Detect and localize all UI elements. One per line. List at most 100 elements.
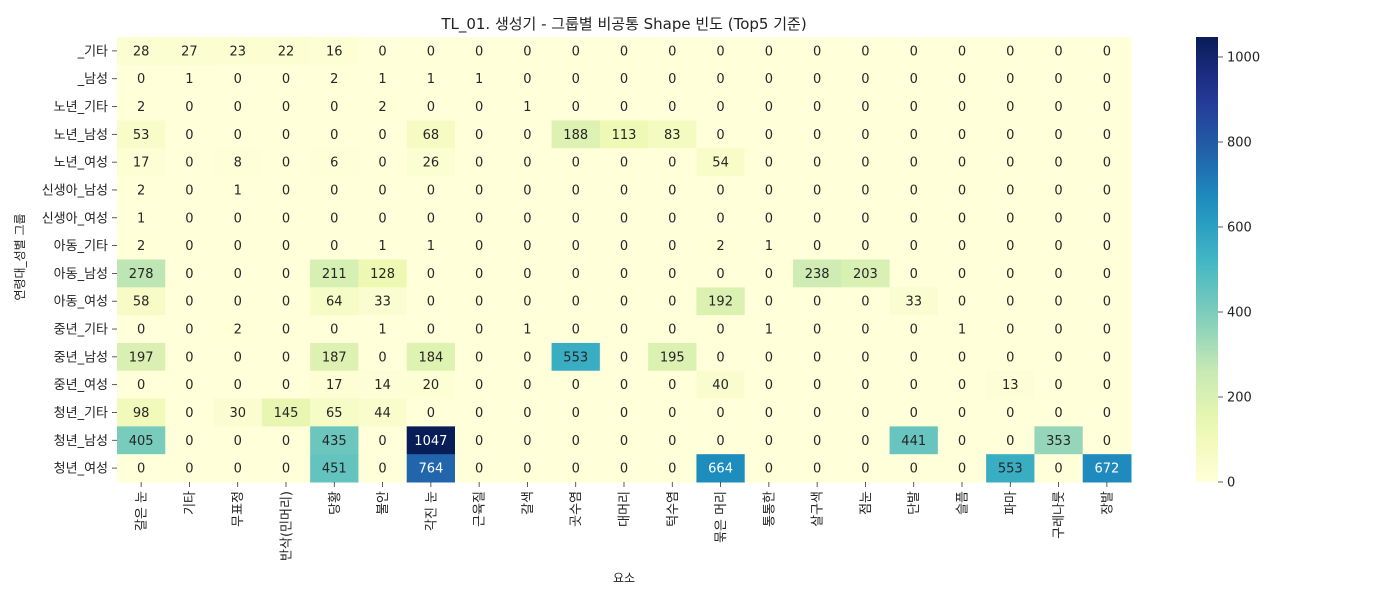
- heatmap-cell: [213, 92, 263, 121]
- cell-value-label: 0: [1103, 267, 1111, 282]
- cell-value-label: 0: [620, 406, 628, 421]
- cell-value-label: 0: [1103, 211, 1111, 226]
- heatmap-cell: [793, 259, 842, 288]
- heatmap-cell: [358, 203, 408, 233]
- cell-value-label: 0: [523, 350, 531, 365]
- row-label: 중년_남성: [54, 350, 108, 365]
- heatmap-cell: [986, 120, 1035, 149]
- colorbar-tick-label: 0: [1227, 476, 1235, 491]
- cell-value-label: 0: [572, 211, 580, 226]
- heatmap-cell: [793, 287, 842, 316]
- heatmap-cell: [455, 287, 504, 316]
- cell-value-label: 0: [475, 156, 483, 171]
- cell-value-label: 1: [958, 323, 966, 338]
- cell-value-label: 0: [475, 128, 483, 143]
- heatmap-cell: [213, 148, 263, 177]
- heatmap-cell: [793, 398, 842, 427]
- heatmap-cell: [455, 398, 504, 427]
- heatmap-cell: [117, 64, 166, 94]
- heatmap-cell: [1082, 398, 1132, 427]
- cell-value-label: 0: [910, 239, 918, 254]
- heatmap-cell: [117, 148, 166, 177]
- heatmap-cell: [1082, 203, 1132, 233]
- heatmap-cell: [117, 287, 166, 316]
- heatmap-cell: [406, 259, 456, 288]
- cell-value-label: 0: [765, 434, 773, 449]
- heatmap-cell: [165, 148, 215, 177]
- row-label: 청년_여성: [54, 462, 108, 477]
- cell-value-label: 0: [475, 267, 483, 282]
- cell-value-label: 1: [475, 72, 483, 87]
- cell-value-label: 1: [378, 239, 386, 254]
- cell-value-label: 0: [1054, 295, 1062, 310]
- heatmap-cell: [648, 176, 697, 205]
- column-label: 살구색: [811, 491, 826, 527]
- cell-value-label: 0: [137, 378, 145, 393]
- column-labels: 갈은 눈 기타 무표정 반삭(민머리) 당황 불안 각진 눈 근육질 갈색 곳수염 대머리 턱수염 묶은…: [135, 482, 1115, 561]
- cell-value-label: 0: [861, 462, 869, 477]
- heatmap-cell: [358, 398, 408, 427]
- heatmap-cell: [889, 342, 939, 372]
- heatmap-cell: [1082, 148, 1132, 177]
- cell-value-label: 0: [958, 239, 966, 254]
- cell-value-label: 0: [910, 406, 918, 421]
- cell-value-label: 0: [813, 44, 821, 59]
- cell-value-label: 0: [716, 183, 724, 198]
- heatmap-cell: [455, 92, 504, 121]
- heatmap-cell: [648, 64, 697, 94]
- cell-value-label: 0: [1054, 211, 1062, 226]
- heatmap-cell: [889, 231, 939, 260]
- cell-value-label: 0: [185, 211, 193, 226]
- cell-value-label: 0: [523, 156, 531, 171]
- cell-value-label: 58: [133, 295, 150, 310]
- heatmap-cell: [551, 148, 601, 177]
- cell-value-label: 0: [427, 100, 435, 115]
- cell-value-label: 0: [861, 295, 869, 310]
- cell-value-label: 0: [475, 44, 483, 59]
- heatmap-cell: [551, 454, 601, 483]
- heatmap-cell: [889, 426, 939, 455]
- heatmap-cell: [889, 92, 939, 121]
- heatmap-cell: [406, 342, 456, 372]
- cell-value-label: 0: [185, 183, 193, 198]
- cell-value-label: 0: [716, 44, 724, 59]
- cell-value-label: 0: [282, 350, 290, 365]
- heatmap-cell: [406, 120, 456, 149]
- column-label: 불안: [376, 491, 391, 515]
- column-label: 통통한: [762, 491, 777, 527]
- heatmap-cell: [117, 92, 166, 121]
- cell-value-label: 0: [282, 156, 290, 171]
- cell-value-label: 435: [322, 434, 347, 449]
- heatmap-cell: [744, 342, 794, 372]
- cell-value-label: 0: [427, 323, 435, 338]
- row-label: 중년_기타: [54, 323, 108, 338]
- heatmap-cell: [455, 148, 504, 177]
- heatmap-cell: [696, 37, 746, 66]
- cell-value-label: 0: [1006, 267, 1014, 282]
- heatmap-cell: [213, 176, 263, 205]
- cell-value-label: 0: [1103, 295, 1111, 310]
- heatmap-cell: [793, 370, 842, 400]
- heatmap-cell: [213, 370, 263, 400]
- heatmap-cell: [793, 315, 842, 344]
- heatmap-cell: [744, 231, 794, 260]
- chart-title: TL_01. 생성기 - 그룹별 비공통 Shape 빈도 (Top5 기준): [440, 15, 806, 34]
- cell-value-label: 0: [572, 462, 580, 477]
- heatmap-cell: [503, 426, 553, 455]
- cell-value-label: 0: [1054, 323, 1062, 338]
- cell-value-label: 0: [958, 462, 966, 477]
- colorbar: 0 200 400 600 800 1000: [1196, 37, 1260, 491]
- cell-value-label: 0: [234, 239, 242, 254]
- heatmap-cell: [648, 92, 697, 121]
- heatmap-cell: [261, 203, 311, 233]
- cell-value-label: 1: [523, 100, 531, 115]
- cell-value-label: 0: [668, 462, 676, 477]
- heatmap-cell: [310, 92, 359, 121]
- heatmap-cell: [455, 120, 504, 149]
- heatmap-cell: [551, 398, 601, 427]
- cell-value-label: 0: [1103, 378, 1111, 393]
- cell-value-label: 0: [523, 44, 531, 59]
- cell-value-label: 278: [129, 267, 154, 282]
- cell-value-label: 0: [861, 100, 869, 115]
